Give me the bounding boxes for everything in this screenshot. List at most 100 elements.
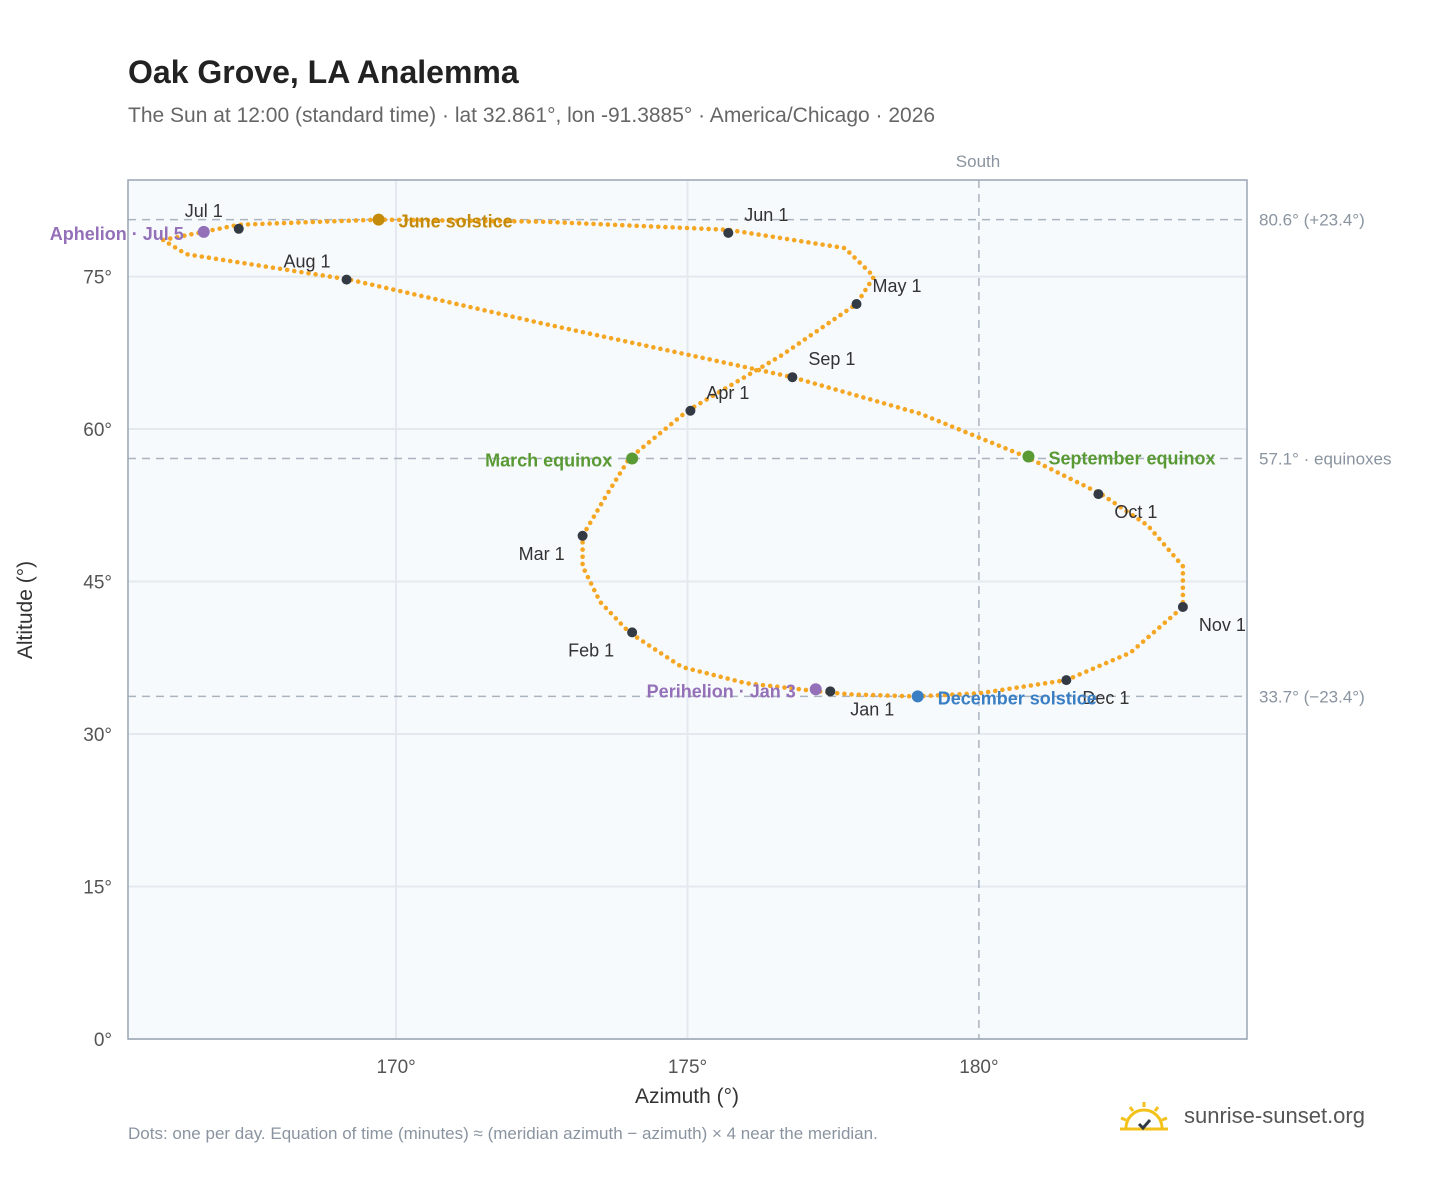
path-dot xyxy=(760,682,766,688)
path-dot xyxy=(598,501,604,507)
path-dot xyxy=(711,672,717,678)
path-dot xyxy=(852,255,857,260)
path-dot xyxy=(566,326,572,332)
x-tick-label: 170° xyxy=(376,1057,415,1078)
path-dot xyxy=(1180,578,1186,583)
event-marker xyxy=(372,213,385,226)
path-dot xyxy=(339,218,344,224)
path-dot xyxy=(526,219,532,224)
path-dot xyxy=(334,275,340,280)
path-dot xyxy=(747,371,753,377)
month-marker xyxy=(233,223,244,234)
path-dot xyxy=(658,346,663,352)
path-dot xyxy=(580,540,585,545)
path-dot xyxy=(1124,508,1129,514)
path-dot xyxy=(763,233,769,238)
path-dot xyxy=(582,568,588,573)
month-markers: Jan 1 Feb 1 Mar 1 Apr 1 May 1 Jun 1 Jul 1 Aug 1… xyxy=(185,201,1246,720)
path-dot xyxy=(641,223,647,229)
path-dot xyxy=(686,352,691,358)
path-dot xyxy=(867,270,873,275)
path-dot xyxy=(615,337,621,343)
path-dot xyxy=(949,692,955,697)
path-dot xyxy=(774,684,780,690)
month-marker xyxy=(577,530,588,541)
path-dot xyxy=(601,334,607,340)
path-dot xyxy=(806,240,811,245)
path-dot xyxy=(224,224,229,230)
path-dot xyxy=(870,275,876,281)
path-dot xyxy=(1167,615,1173,621)
path-dot xyxy=(834,244,840,250)
month-label: Oct 1 xyxy=(1114,502,1157,522)
path-dot xyxy=(1000,687,1005,693)
event-label: Aphelion · Jul 5 xyxy=(50,224,184,244)
path-dot xyxy=(1028,683,1034,688)
path-dot xyxy=(899,693,905,699)
path-dot xyxy=(704,670,710,676)
path-dot xyxy=(798,238,804,244)
path-dot xyxy=(622,338,628,344)
path-dot xyxy=(1068,476,1073,482)
path-dot xyxy=(909,408,915,414)
path-dot xyxy=(867,281,872,287)
south-label: South xyxy=(956,152,1000,171)
path-dot xyxy=(454,301,459,307)
path-dot xyxy=(606,489,611,495)
event-label: March equinox xyxy=(485,451,612,471)
path-dot xyxy=(841,245,847,251)
path-dot xyxy=(989,440,995,446)
path-dot xyxy=(728,361,734,367)
y-tick-label: 0° xyxy=(94,1030,112,1051)
path-dot xyxy=(1135,644,1140,649)
path-dot xyxy=(767,683,773,689)
path-dot xyxy=(735,378,740,384)
path-dot xyxy=(983,437,988,443)
y-tick-label: 30° xyxy=(83,725,112,746)
path-dot xyxy=(1161,542,1167,547)
path-dot xyxy=(585,574,591,580)
path-dot xyxy=(985,689,991,695)
path-dot xyxy=(588,581,594,586)
path-dot xyxy=(862,265,868,270)
path-dot xyxy=(619,222,625,228)
path-dot xyxy=(820,324,825,330)
path-dot xyxy=(791,237,797,243)
path-dot xyxy=(1147,525,1153,531)
path-dot xyxy=(963,429,968,435)
path-dot xyxy=(440,298,445,304)
path-dot xyxy=(263,264,269,269)
sun-logo-icon xyxy=(1120,1102,1168,1131)
path-dot xyxy=(613,477,619,482)
path-dot xyxy=(548,219,553,225)
path-dot xyxy=(468,218,474,224)
path-dot xyxy=(777,235,783,241)
path-dot xyxy=(942,692,948,698)
path-dot xyxy=(992,688,998,694)
path-dot xyxy=(362,280,368,286)
path-dot xyxy=(517,316,522,321)
path-dot xyxy=(174,234,180,240)
path-dot xyxy=(1112,500,1117,506)
path-dot xyxy=(220,257,226,263)
path-dot xyxy=(646,440,652,445)
path-dot xyxy=(863,287,868,293)
path-dot xyxy=(587,331,593,336)
path-dot xyxy=(433,296,438,302)
reference-lines: 80.6° (+23.4°) 57.1° · equinoxes 33.7° (−2… xyxy=(128,180,1392,1039)
path-dot xyxy=(503,312,508,318)
path-dot xyxy=(608,610,614,616)
path-dot xyxy=(461,218,467,224)
path-dot xyxy=(249,262,254,267)
path-dot xyxy=(753,682,759,687)
path-dot xyxy=(1003,446,1008,451)
path-dot xyxy=(782,685,787,690)
path-dot xyxy=(412,292,417,297)
path-dot xyxy=(404,217,409,223)
month-marker xyxy=(787,372,798,383)
path-dot xyxy=(827,243,833,249)
path-dot xyxy=(1157,625,1162,630)
path-dot xyxy=(405,290,410,296)
brand[interactable]: sunrise-sunset.org xyxy=(1118,1098,1365,1134)
